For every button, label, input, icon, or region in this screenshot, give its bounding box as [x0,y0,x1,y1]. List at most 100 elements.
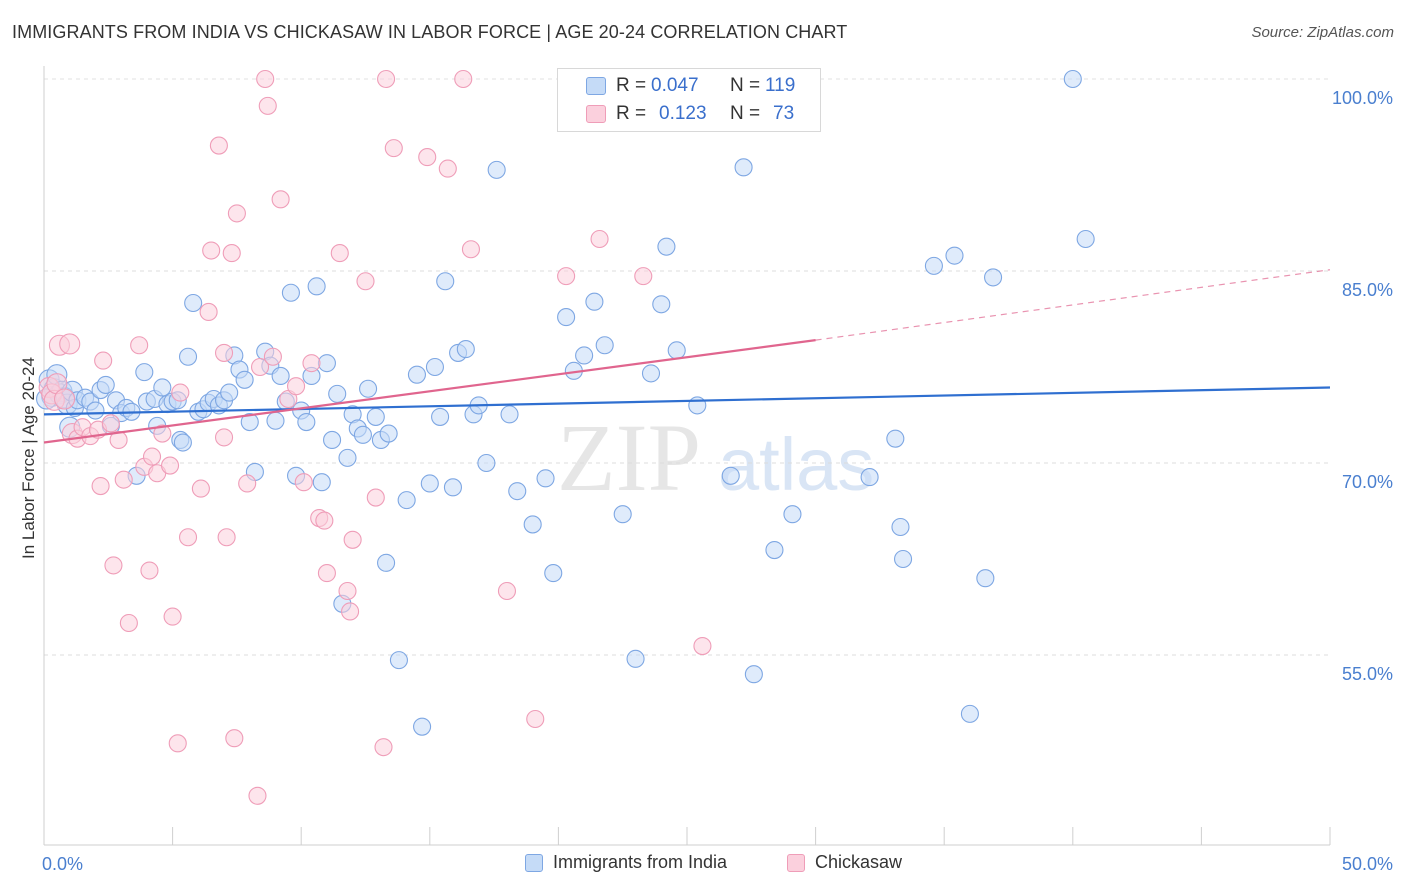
point-india [184,293,203,313]
point-india [407,365,426,384]
point-india [544,564,563,583]
point-chickasaw [258,96,277,115]
point-india [613,505,632,524]
point-chickasaw [374,738,393,757]
legend-swatch-chickasaw [787,853,805,872]
point-india [443,478,462,497]
point-india [477,453,496,473]
point-india [595,336,614,355]
point-chickasaw [142,447,162,466]
point-chickasaw [356,272,375,291]
point-india [431,407,450,426]
point-chickasaw [225,729,244,748]
point-chickasaw [202,241,221,260]
point-chickasaw [302,354,321,373]
point-chickasaw [199,302,218,322]
trend-line-chickasaw-extension [815,269,1331,341]
point-chickasaw [168,734,187,753]
y-axis-label: In Labor Force | Age 20-24 [19,357,38,559]
x-tick-labels: 0.0% 50.0% [42,854,1393,874]
point-chickasaw [454,69,473,89]
n-label: N = [730,103,761,124]
bottom-legend: Immigrants from India Chickasaw [0,852,1406,878]
point-india [641,364,661,383]
point-chickasaw [590,229,609,249]
point-chickasaw [250,357,270,377]
axes [43,66,1331,846]
point-india [860,468,879,487]
point-india [425,357,444,377]
point-india [297,412,316,432]
point-india [436,272,455,291]
point-chickasaw [271,190,290,209]
point-india [86,401,105,420]
point-india [317,354,336,373]
point-india [688,396,707,415]
point-india [1076,229,1095,249]
r-label: R = [616,103,647,124]
point-india [508,482,527,501]
point-chickasaw [119,613,138,633]
point-india [366,407,385,426]
point-chickasaw [693,636,712,656]
point-india [379,424,398,443]
y-tick-label: 70.0% [1342,472,1393,492]
stats-swatch-chickasaw [586,105,606,123]
point-chickasaw [377,69,396,89]
point-india [744,665,763,684]
point-india [178,347,198,366]
point-india [652,295,671,314]
point-chickasaw [526,709,545,729]
point-india [886,429,905,448]
point-chickasaw [209,136,228,155]
legend-swatch-india [525,853,543,872]
stats-row-india: R = 0.047 N = 119 [558,72,820,100]
point-india [657,237,676,256]
y-tick-labels: 100.0% 85.0% 70.0% 55.0% [1332,88,1393,684]
point-india [338,448,357,467]
series-chickasaw-points [38,69,712,805]
legend-label-chickasaw: Chickasaw [815,852,903,872]
point-india [557,308,576,327]
point-india [235,370,254,389]
point-chickasaw [153,424,172,443]
point-india [500,405,519,424]
point-india [487,160,506,179]
point-chickasaw [238,474,257,493]
trend-line-india [43,386,1331,416]
point-chickasaw [418,148,437,167]
point-india [783,505,802,524]
y-tick-label: 55.0% [1342,664,1393,684]
point-india [1063,69,1082,89]
y-tick-label: 85.0% [1342,280,1393,300]
point-chickasaw [315,511,334,530]
point-chickasaw [341,602,360,621]
point-india [173,433,192,452]
point-chickasaw [461,240,481,259]
watermark-zip: ZIP [557,404,701,511]
r-value-india: 0.047 [651,75,699,96]
point-india [389,651,408,670]
point-chickasaw [366,488,385,507]
point-chickasaw [338,581,357,601]
legend-item-chickasaw[interactable]: Chickasaw [787,852,902,873]
point-india [960,704,979,723]
point-india [413,717,432,736]
point-chickasaw [287,377,306,396]
x-tick-label: 50.0% [1342,854,1393,874]
point-india [153,378,172,397]
point-india [328,384,347,403]
n-value-chickasaw: 73 [773,103,795,124]
stats-swatch-india [586,77,606,95]
point-india [976,569,995,588]
stats-legend: R = 0.047 N = 119 R = 0.123 N = 73 [557,68,821,132]
legend-item-india[interactable]: Immigrants from India [525,852,727,873]
point-india [281,283,300,302]
n-label: N = [730,75,761,96]
point-india [523,515,542,534]
point-india [924,256,943,275]
point-chickasaw [214,428,234,447]
trend-line-chickasaw [43,339,816,444]
x-tick-label: 0.0% [42,854,83,874]
